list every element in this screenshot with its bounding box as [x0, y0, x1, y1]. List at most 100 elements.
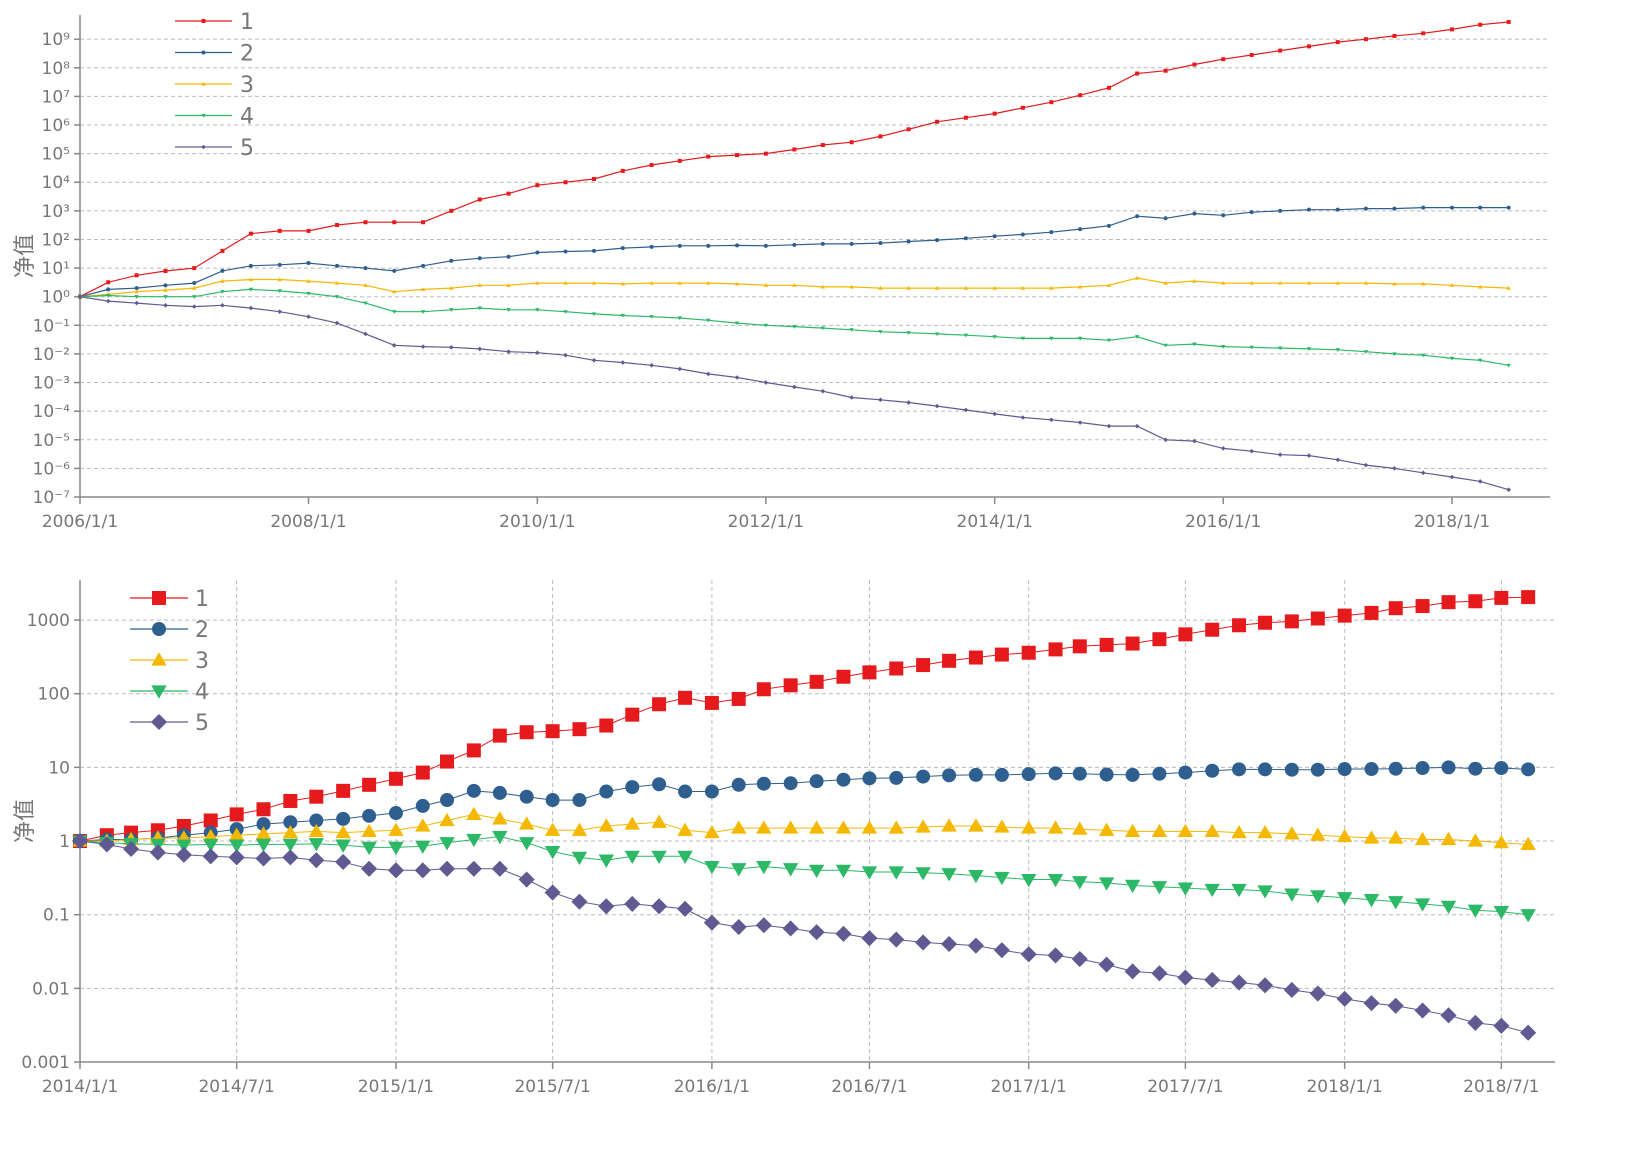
marker	[1135, 214, 1140, 219]
marker	[756, 860, 772, 875]
marker	[906, 285, 911, 290]
marker	[175, 846, 192, 863]
marker	[1098, 877, 1115, 891]
marker	[248, 263, 253, 268]
marker	[1494, 761, 1509, 776]
marker	[1388, 896, 1404, 910]
marker	[835, 820, 852, 834]
marker	[649, 163, 654, 168]
marker	[941, 818, 957, 832]
marker	[783, 776, 798, 791]
marker	[963, 407, 969, 413]
marker	[71, 832, 89, 850]
marker	[134, 295, 139, 299]
marker	[994, 819, 1010, 833]
marker	[123, 840, 140, 858]
marker	[1178, 765, 1193, 780]
marker	[1277, 346, 1283, 351]
marker	[1310, 827, 1326, 841]
marker	[334, 223, 339, 228]
marker	[1421, 353, 1426, 358]
marker	[492, 830, 508, 845]
marker	[963, 236, 968, 241]
marker	[1205, 622, 1220, 637]
marker	[477, 197, 482, 202]
marker	[941, 868, 957, 882]
marker	[704, 860, 720, 875]
marker	[808, 924, 825, 941]
marker	[1493, 834, 1510, 849]
marker	[545, 793, 560, 808]
marker	[1151, 965, 1168, 982]
marker	[506, 254, 511, 259]
marker	[544, 845, 561, 860]
marker	[535, 250, 540, 255]
marker	[836, 772, 851, 787]
marker	[1220, 280, 1226, 285]
marker	[1283, 981, 1300, 999]
marker	[1204, 883, 1220, 898]
marker	[1072, 766, 1087, 781]
marker	[934, 332, 940, 337]
marker	[391, 343, 397, 348]
marker	[878, 285, 883, 290]
marker	[387, 862, 404, 879]
marker	[220, 248, 225, 253]
marker	[1335, 207, 1340, 212]
marker	[1106, 423, 1112, 429]
marker	[506, 191, 511, 196]
y-tick-label: 0.1	[43, 906, 70, 926]
marker	[1306, 44, 1311, 49]
marker	[415, 798, 430, 813]
marker	[782, 863, 799, 877]
marker	[1072, 639, 1087, 654]
marker	[1449, 283, 1455, 287]
marker	[677, 316, 682, 321]
marker	[1449, 474, 1455, 480]
marker	[388, 822, 404, 836]
marker	[1335, 457, 1341, 463]
marker	[1231, 883, 1247, 898]
legend-marker	[152, 622, 166, 636]
y-tick-label: 10⁰	[42, 288, 71, 308]
marker	[563, 352, 568, 358]
marker	[1220, 345, 1226, 349]
marker	[1467, 1014, 1484, 1031]
marker	[420, 287, 426, 292]
marker	[192, 281, 197, 286]
marker	[677, 366, 683, 372]
marker	[518, 816, 535, 830]
marker	[248, 287, 254, 292]
marker	[889, 661, 904, 676]
marker	[134, 300, 139, 306]
marker	[420, 310, 426, 314]
marker	[651, 850, 667, 865]
marker	[392, 268, 397, 273]
x-tick-label: 2018/1/1	[1414, 512, 1490, 532]
marker	[1388, 830, 1404, 844]
marker	[906, 331, 911, 335]
marker	[1049, 417, 1054, 423]
marker	[735, 243, 740, 248]
legend-label: 2	[240, 42, 254, 67]
marker	[782, 820, 799, 834]
x-tick-label: 2006/1/1	[42, 512, 118, 532]
marker	[1020, 285, 1026, 290]
marker	[414, 862, 431, 879]
marker	[1256, 977, 1274, 994]
marker	[308, 823, 325, 838]
marker	[1468, 761, 1483, 776]
marker	[1047, 873, 1064, 888]
y-tick-label: 10⁻⁴	[33, 402, 71, 422]
marker	[449, 208, 454, 213]
marker	[1047, 820, 1064, 834]
marker	[1257, 824, 1273, 839]
marker	[283, 793, 298, 808]
marker	[704, 695, 719, 710]
marker	[256, 817, 271, 832]
marker	[624, 895, 641, 912]
marker	[98, 836, 115, 853]
marker	[1414, 1002, 1431, 1019]
marker	[1363, 830, 1380, 844]
